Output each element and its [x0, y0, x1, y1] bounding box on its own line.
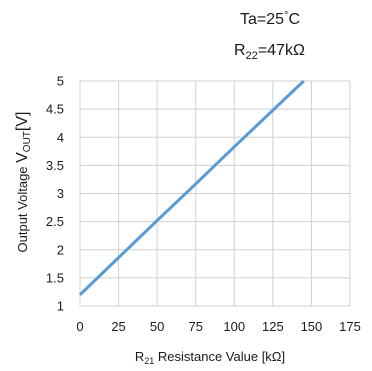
annotation-r22-main: R	[234, 42, 246, 59]
y-tick-label: 4.5	[46, 102, 64, 117]
x-axis-label-sub: 21	[144, 356, 154, 366]
annotation-ta-prefix: Ta=25	[240, 11, 284, 28]
y-ticks: 1 1.5 2 2.5 3 3.5 4 4.5 5	[46, 74, 64, 314]
x-axis-label-text: Resistance Value	[154, 349, 261, 364]
y-tick-label: 5	[57, 74, 64, 89]
x-tick-label: 75	[188, 319, 202, 334]
x-tick-label: 0	[76, 319, 83, 334]
annotation-ta-unit: C	[288, 11, 300, 28]
series-line	[78, 79, 305, 296]
y-tick-label: 1.5	[46, 270, 64, 285]
y-axis-label: Output Voltage VOUT[V]	[14, 112, 33, 253]
x-axis-label-main: R	[135, 349, 144, 364]
x-tick-label: 25	[111, 319, 125, 334]
y-tick-label: 1	[57, 299, 64, 314]
annotation-ta: Ta=25°C	[240, 10, 300, 28]
y-tick-label: 2	[57, 242, 64, 257]
y-tick-label: 4	[57, 130, 64, 145]
y-tick-label: 2.5	[46, 214, 64, 229]
x-axis-label-unit: [kΩ]	[262, 349, 285, 364]
grid	[79, 80, 351, 307]
annotation-r22-rest: =47kΩ	[258, 42, 305, 59]
series-layer	[78, 79, 305, 296]
x-tick-label: 150	[301, 319, 323, 334]
y-axis-label-v: V	[14, 152, 31, 163]
x-tick-label: 50	[150, 319, 164, 334]
y-axis-label-unit: [V]	[14, 112, 31, 132]
annotation-r22: R22=47kΩ	[234, 42, 305, 62]
x-axis-label: R21 Resistance Value [kΩ]	[135, 349, 285, 366]
y-axis-label-text: Output Voltage	[15, 163, 30, 253]
annotation-r22-sub: 22	[246, 50, 258, 62]
annotation-ta-degree: °	[284, 10, 288, 22]
y-tick-label: 3	[57, 186, 64, 201]
y-axis-label-sub: OUT	[22, 131, 33, 152]
x-tick-label: 125	[262, 319, 284, 334]
x-tick-label: 100	[223, 319, 245, 334]
y-tick-label: 3.5	[46, 158, 64, 173]
x-ticks: 0 25 50 75 100 125 150 175	[76, 319, 360, 334]
x-tick-label: 175	[339, 319, 361, 334]
